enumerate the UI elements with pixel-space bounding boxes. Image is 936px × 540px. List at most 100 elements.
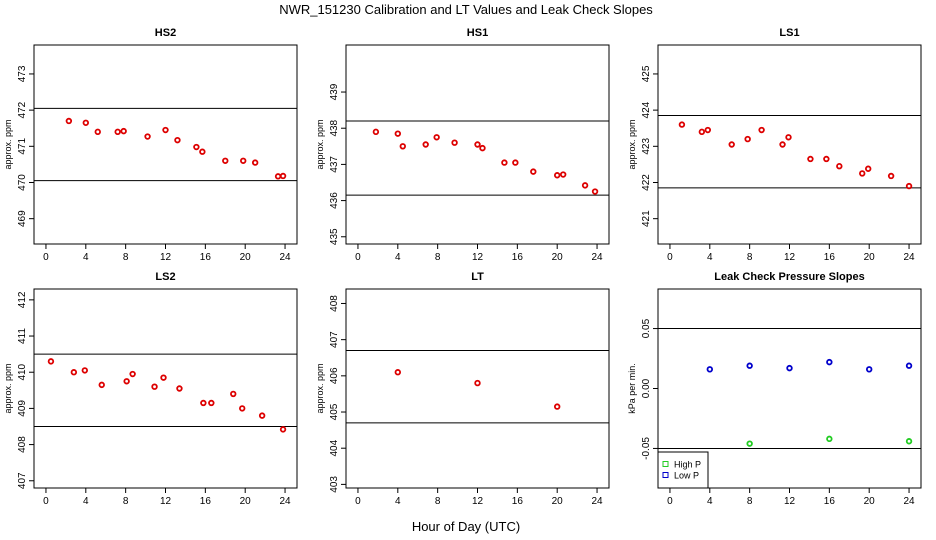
data-point <box>807 155 814 163</box>
data-point <box>859 170 866 177</box>
y-axis-label: approx. ppm <box>3 363 13 413</box>
x-tick-label: 16 <box>200 496 212 507</box>
y-tick-label: 425 <box>641 65 652 82</box>
panels: HS2 0 4 8 12 16 20 24 469 470 471 472 473 approx. ppm… <box>3 27 922 507</box>
data-point <box>785 134 792 141</box>
y-axis-label: approx. ppm <box>3 119 13 169</box>
y-tick-label: 471 <box>17 138 28 155</box>
y-tick-label: 439 <box>329 83 340 100</box>
data-point <box>479 144 486 152</box>
data-point <box>193 143 200 151</box>
data-point <box>372 128 380 136</box>
panel-title: Leak Check Pressure Slopes <box>714 271 864 283</box>
data-point <box>474 141 481 148</box>
data-point <box>174 136 181 144</box>
data-point <box>887 172 895 180</box>
y-tick-label: 410 <box>17 363 28 380</box>
x-tick-label: 16 <box>512 252 524 263</box>
panel-2: LS1 0 4 8 12 16 20 24 421 422 423 424 425 approx. ppm <box>627 27 922 263</box>
y-tick-label: 406 <box>329 367 340 384</box>
data-point <box>433 134 440 141</box>
x-tick-label: 12 <box>472 496 484 507</box>
panel-4: LT 0 4 8 12 16 20 24 403 404 405 406 407 408 approx. p… <box>315 271 610 507</box>
data-point <box>836 163 843 170</box>
y-tick-label: 407 <box>17 472 28 489</box>
data-point <box>81 367 89 374</box>
x-tick-label: 16 <box>824 496 836 507</box>
x-tick-label: 20 <box>552 252 564 263</box>
y-tick-label: 409 <box>17 400 28 417</box>
x-tick-label: 12 <box>472 252 484 263</box>
x-tick-label: 24 <box>591 252 603 263</box>
x-tick-label: 4 <box>83 496 89 507</box>
data-point <box>279 172 287 180</box>
data-point <box>82 119 90 126</box>
y-tick-label: 411 <box>17 328 28 344</box>
data-point <box>120 127 127 135</box>
data-point <box>451 139 458 146</box>
x-tick-label: 24 <box>279 252 291 263</box>
data-point <box>65 117 73 125</box>
x-tick-label: 16 <box>824 252 836 263</box>
panel-1: HS1 0 4 8 12 16 20 24 435 436 437 438 439 approx. ppm <box>315 27 610 263</box>
legend-label: Low P <box>674 471 699 481</box>
x-tick-label: 8 <box>123 496 129 507</box>
data-point <box>581 182 589 189</box>
data-point <box>230 390 237 398</box>
x-tick-label: 0 <box>667 252 673 263</box>
y-tick-label: 421 <box>641 210 652 227</box>
x-tick-label: 4 <box>395 496 401 507</box>
x-tick-label: 12 <box>160 252 172 263</box>
y-tick-label: 407 <box>329 331 340 348</box>
y-tick-label: 435 <box>329 228 340 245</box>
panel-3: LS2 0 4 8 12 16 20 24 407 408 409 410 411 412 approx. … <box>3 271 298 507</box>
y-tick-label: 408 <box>17 436 28 453</box>
y-tick-label: 403 <box>329 476 340 493</box>
y-tick-label: 422 <box>641 174 652 191</box>
y-tick-label: 437 <box>329 156 340 173</box>
y-tick-label: 405 <box>329 403 340 420</box>
panel-title: LS1 <box>779 27 799 39</box>
x-tick-label: 12 <box>160 496 172 507</box>
data-point <box>114 128 121 136</box>
y-tick-label: 408 <box>329 295 340 312</box>
data-point <box>394 369 402 376</box>
data-point <box>222 157 229 164</box>
data-point <box>530 168 537 175</box>
x-tick-label: 4 <box>395 252 401 263</box>
data-point <box>779 141 786 148</box>
data-point <box>758 126 765 134</box>
data-point <box>160 374 167 381</box>
data-point <box>200 399 207 407</box>
data-point <box>826 358 833 366</box>
y-tick-label: 438 <box>329 119 340 136</box>
figure-title: NWR_151230 Calibration and LT Values and… <box>279 2 653 17</box>
x-tick-label: 20 <box>552 496 564 507</box>
data-point <box>698 128 706 136</box>
data-point <box>559 171 567 178</box>
data-point <box>98 381 105 389</box>
x-tick-label: 16 <box>512 496 524 507</box>
y-tick-label: 473 <box>17 65 28 82</box>
data-point <box>251 159 259 166</box>
data-point <box>746 362 753 369</box>
y-axis-label: approx. ppm <box>315 363 325 413</box>
panel-title: HS1 <box>467 27 488 39</box>
data-point <box>553 172 561 179</box>
data-point <box>394 130 402 137</box>
figure-xlabel: Hour of Day (UTC) <box>412 519 520 534</box>
y-axis-label: approx. ppm <box>315 119 325 169</box>
data-point <box>905 438 913 445</box>
panel-title: LS2 <box>155 271 175 283</box>
data-point <box>399 143 406 150</box>
x-tick-label: 8 <box>747 496 753 507</box>
data-point <box>905 362 913 369</box>
data-point <box>744 135 751 143</box>
data-point <box>70 369 78 376</box>
data-point <box>176 385 183 392</box>
x-tick-label: 8 <box>435 252 441 263</box>
x-tick-label: 4 <box>83 252 89 263</box>
data-point <box>151 383 158 390</box>
data-point <box>746 440 753 447</box>
